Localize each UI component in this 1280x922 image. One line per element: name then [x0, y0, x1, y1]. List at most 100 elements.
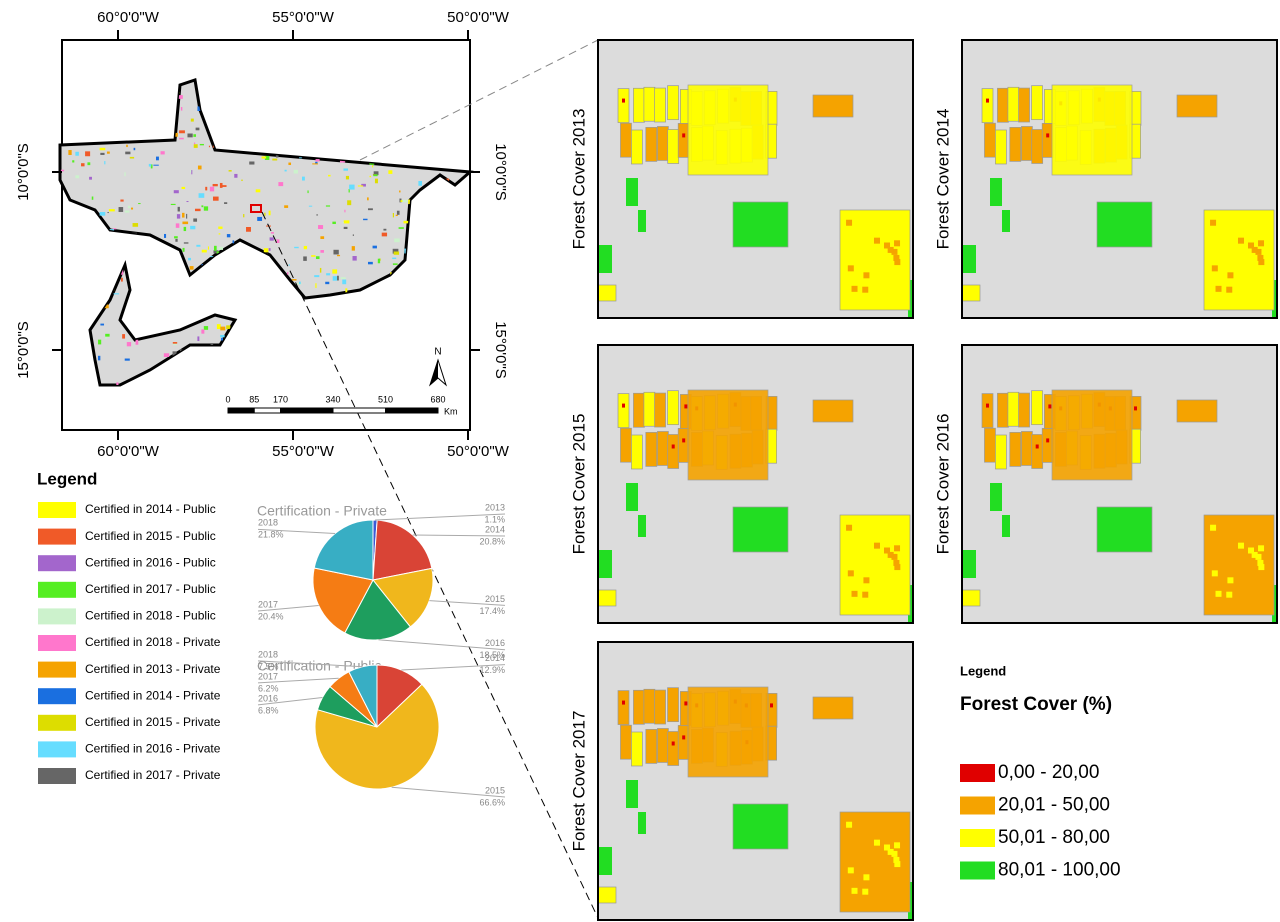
forest-legend-title: Legend [960, 663, 1006, 678]
parcel [1052, 390, 1132, 480]
lat-label: 10°0'0"S [15, 143, 32, 201]
certified-area [299, 282, 301, 285]
parcel [598, 550, 612, 578]
certified-area [100, 212, 106, 216]
lon-label: 50°0'0"W [447, 9, 510, 26]
certified-area [191, 170, 192, 174]
certified-area [372, 165, 373, 167]
certified-area [164, 234, 166, 238]
parcel-low [682, 133, 685, 137]
certified-area [105, 334, 109, 337]
parcel [962, 590, 980, 606]
certified-area [312, 163, 318, 164]
legend-label: Certified in 2014 - Private [85, 688, 221, 702]
forest-legend-swatch [960, 797, 995, 815]
parcel [668, 434, 679, 468]
pie-category: 2018 [258, 649, 278, 659]
parcel [733, 202, 788, 247]
pie-category: 2014 [485, 653, 505, 663]
parcel-patch [848, 570, 854, 576]
certified-area [199, 193, 205, 198]
certified-area [217, 324, 221, 329]
parcel-patch [874, 543, 880, 549]
parcel-patch [894, 545, 900, 551]
certified-area [100, 324, 104, 326]
panel-label: Forest Cover 2014 [933, 109, 952, 250]
parcel [657, 431, 668, 465]
scale-label: 0 [225, 394, 230, 404]
parcel-patch [1210, 220, 1216, 226]
certified-area [190, 170, 191, 172]
certified-area [121, 278, 123, 282]
parcel-low [622, 404, 625, 408]
parcel [813, 400, 853, 422]
legend-label: Certified in 2016 - Private [85, 742, 221, 756]
parcel [733, 507, 788, 552]
certified-area [184, 242, 189, 243]
certified-area [316, 256, 320, 259]
parcel-low [1046, 133, 1049, 137]
certified-area [262, 156, 267, 158]
parcel-patch [846, 822, 852, 828]
parcel [633, 88, 644, 122]
certified-area [294, 170, 298, 174]
certified-area [397, 211, 400, 215]
scale-label: 170 [273, 394, 288, 404]
parcel [688, 390, 768, 480]
parcel-patch [852, 591, 858, 597]
parcel [644, 392, 655, 426]
parcel [668, 86, 679, 120]
parcel [1177, 95, 1217, 117]
certified-area [320, 236, 324, 239]
certified-area [198, 166, 202, 170]
certified-area [346, 176, 349, 180]
certified-area [256, 189, 261, 192]
parcel [618, 394, 629, 428]
parcel [638, 812, 646, 834]
certified-area [177, 214, 180, 218]
legend-label: Certified in 2015 - Public [85, 529, 216, 543]
parcel [984, 428, 995, 462]
certified-area [182, 187, 186, 189]
certified-area [136, 340, 139, 345]
certified-area [183, 248, 185, 252]
certified-area [392, 258, 396, 259]
legend-label: Certified in 2014 - Public [85, 502, 216, 516]
scale-segment [281, 408, 334, 413]
certified-area [201, 205, 203, 207]
certified-area [81, 163, 85, 166]
certified-area [124, 172, 125, 176]
certified-area [208, 246, 209, 249]
certified-area [271, 232, 274, 234]
parcel [678, 725, 689, 759]
certified-area [85, 151, 90, 156]
parcel [598, 285, 616, 301]
certified-area [270, 237, 274, 240]
certified-area [205, 187, 207, 191]
parcel-patch [888, 552, 894, 558]
parcel [962, 550, 976, 578]
parcel [962, 285, 980, 301]
certified-area [363, 219, 367, 220]
parcel [620, 428, 631, 462]
parcel-patch [848, 265, 854, 271]
certified-area [193, 218, 197, 221]
pie-value-label: 66.6% [479, 797, 505, 807]
certified-area [131, 208, 133, 210]
certified-area [187, 134, 192, 138]
certified-area [191, 119, 194, 122]
parcel-patch [848, 867, 854, 873]
parcel [1052, 85, 1132, 175]
lat-label: 10°0'0"S [492, 143, 509, 201]
parcel [1032, 434, 1043, 468]
parcel [638, 515, 646, 537]
certified-area [309, 206, 312, 207]
certified-area [370, 176, 372, 177]
certified-area [98, 356, 100, 361]
lat-label: 15°0'0"S [492, 321, 509, 379]
pie-category: 2016 [258, 693, 278, 703]
parcel [668, 731, 679, 765]
certified-area [179, 130, 185, 133]
parcel-low [1036, 444, 1039, 448]
certified-area [320, 268, 321, 273]
